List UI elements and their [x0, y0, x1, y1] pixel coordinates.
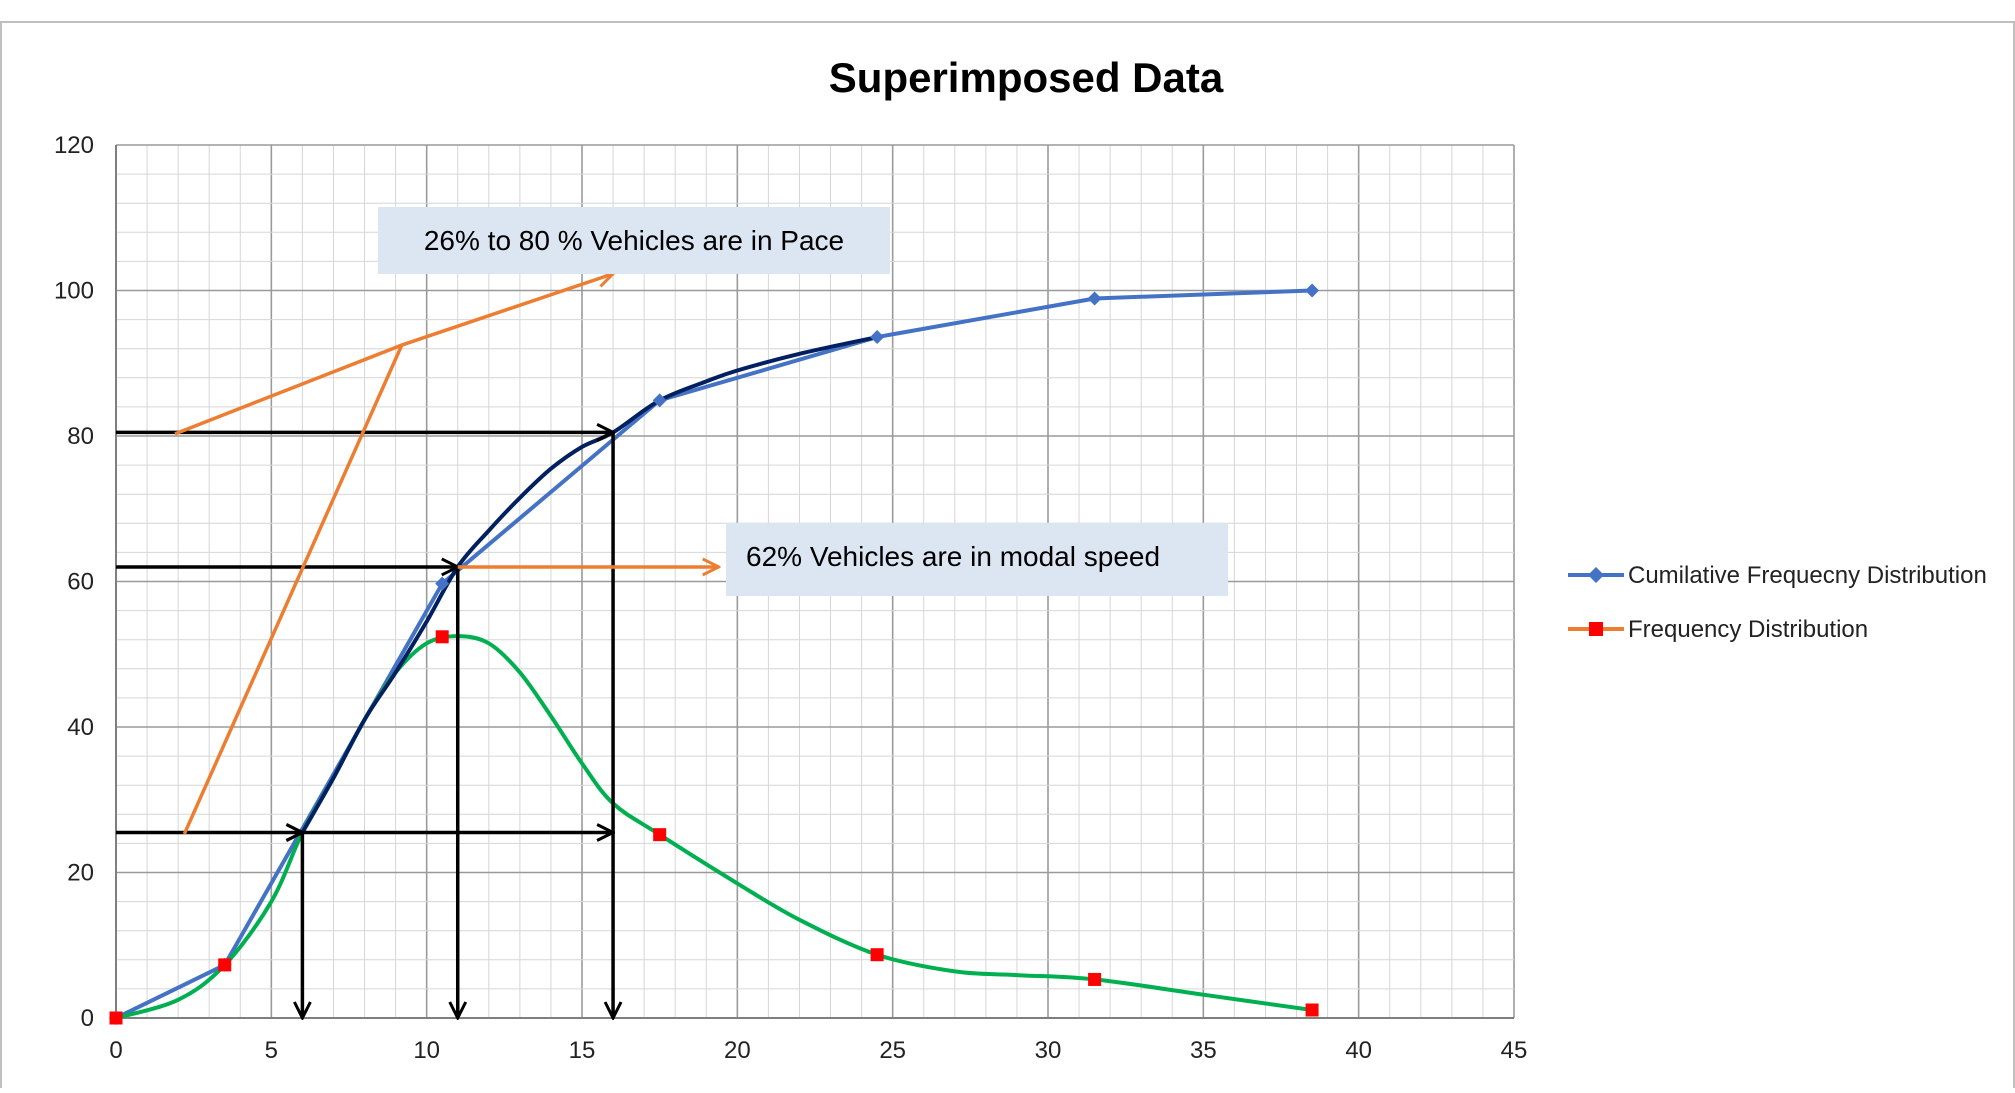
cumulative-smooth-curve — [300, 335, 878, 834]
legend-swatch-marker — [1588, 567, 1604, 583]
modal-callout-text: 62% Vehicles are in modal speed — [746, 541, 1160, 572]
cumulative-point — [652, 393, 667, 408]
frequency-point — [109, 1011, 123, 1025]
frequency-smooth-curve — [115, 634, 1313, 1020]
x-tick-label: 0 — [109, 1037, 122, 1064]
legend-swatch-marker — [1589, 622, 1603, 636]
cumulative-point — [435, 576, 450, 591]
frequency-point — [435, 630, 449, 644]
legend-label: Cumilative Frequecny Distribution — [1628, 562, 1987, 589]
marker-layer — [109, 283, 1320, 1025]
y-tick-label: 0 — [81, 1005, 94, 1032]
pace-callout-box — [378, 207, 890, 274]
frequency-point — [1305, 1003, 1319, 1017]
modal-callout-box — [726, 523, 1228, 596]
x-tick-label: 15 — [569, 1037, 596, 1064]
pace-leader-lower-arm — [182, 344, 404, 835]
legend: Cumilative Frequecny Distribution Frequen… — [1568, 562, 1987, 643]
pace-leader-arrow — [401, 274, 613, 347]
pace-callout-text: 26% to 80 % Vehicles are in Pace — [424, 225, 844, 256]
legend-label: Frequency Distribution — [1628, 616, 1868, 643]
x-tick-label: 25 — [879, 1037, 906, 1064]
y-tick-label: 60 — [67, 569, 94, 596]
x-tick-label: 5 — [265, 1037, 278, 1064]
cumulative-point — [1305, 283, 1320, 298]
frequency-point — [653, 828, 667, 842]
y-tick-label: 120 — [54, 132, 94, 159]
x-tick-label: 40 — [1345, 1037, 1372, 1064]
curve-layer — [115, 288, 1313, 1020]
axis-layer: 0 5 10 15 20 25 30 35 40 45 0 20 40 60 80 100 120 — [54, 132, 1527, 1064]
legend-entry: Frequency Distribution — [1568, 616, 1868, 643]
cumulative-point — [1087, 291, 1102, 306]
frequency-point — [870, 948, 884, 962]
cumulative-point — [870, 330, 885, 345]
x-tick-label: 20 — [724, 1037, 751, 1064]
chart-title: Superimposed Data — [829, 54, 1224, 101]
y-tick-label: 20 — [67, 860, 94, 887]
y-tick-label: 40 — [67, 714, 94, 741]
pace-leader-upper-arm — [174, 343, 403, 436]
x-tick-label: 35 — [1190, 1037, 1217, 1064]
x-tick-label: 45 — [1501, 1037, 1528, 1064]
frequency-point — [218, 958, 232, 972]
cumulative-series-line — [115, 288, 1313, 1020]
callout-layer: 26% to 80 % Vehicles are in Pace 62% Vehi… — [174, 207, 1228, 835]
x-tick-label: 10 — [413, 1037, 440, 1064]
legend-entry: Cumilative Frequecny Distribution — [1568, 562, 1987, 589]
frequency-point — [1088, 972, 1102, 986]
y-tick-label: 100 — [54, 278, 94, 305]
x-tick-label: 30 — [1035, 1037, 1062, 1064]
y-tick-label: 80 — [67, 423, 94, 450]
